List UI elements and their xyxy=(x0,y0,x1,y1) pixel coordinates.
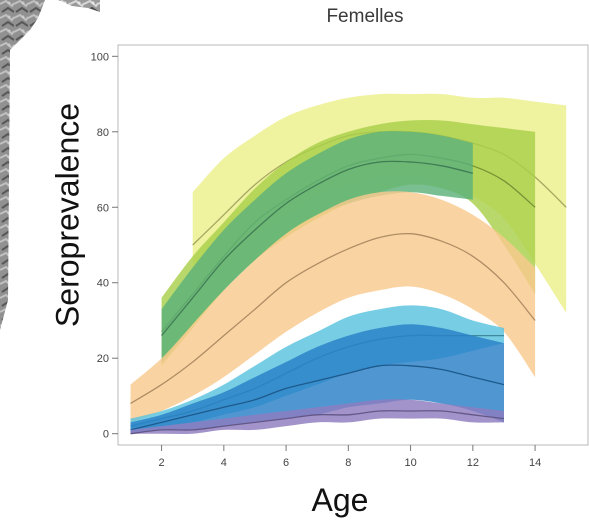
band-3 xyxy=(161,131,473,362)
band-7-median-line xyxy=(130,410,505,435)
x-tick-label-6: 6 xyxy=(283,457,289,469)
y-tick-label-20: 20 xyxy=(97,353,109,365)
terrain-photo-fragment xyxy=(0,0,100,330)
band-4 xyxy=(130,191,536,423)
band-group xyxy=(130,93,567,435)
axis-group: 0 20 40 60 80 100 2 4 6 8 10 12 14 xyxy=(91,51,542,469)
y-tick-label-40: 40 xyxy=(97,278,109,290)
chart-title: Femelles xyxy=(326,6,404,27)
x-tick-label-8: 8 xyxy=(345,457,351,469)
x-tick-label-2: 2 xyxy=(159,457,165,469)
y-tick-label-100: 100 xyxy=(91,51,109,63)
x-tick-label-12: 12 xyxy=(467,457,479,469)
y-tick-label-80: 80 xyxy=(97,127,109,139)
x-axis-title: Age xyxy=(311,482,369,518)
x-tick-label-10: 10 xyxy=(404,457,416,469)
y-tick-label-0: 0 xyxy=(103,429,109,441)
x-tick-label-14: 14 xyxy=(529,457,541,469)
y-tick-label-60: 60 xyxy=(97,202,109,214)
band-7 xyxy=(130,399,504,434)
band-4-median-line xyxy=(130,232,536,405)
band-6-median-line xyxy=(130,364,505,431)
band-6 xyxy=(130,324,504,434)
x-tick-label-4: 4 xyxy=(221,457,227,469)
band-3-median-line xyxy=(161,160,473,337)
